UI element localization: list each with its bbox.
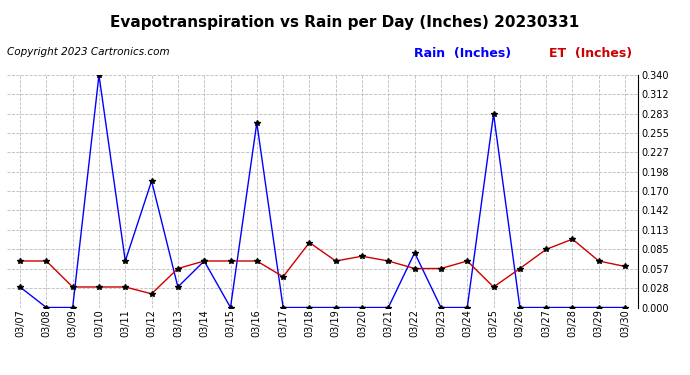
Text: ET  (Inches): ET (Inches)	[549, 47, 631, 60]
Text: Rain  (Inches): Rain (Inches)	[414, 47, 511, 60]
Text: Copyright 2023 Cartronics.com: Copyright 2023 Cartronics.com	[7, 47, 170, 57]
Text: Evapotranspiration vs Rain per Day (Inches) 20230331: Evapotranspiration vs Rain per Day (Inch…	[110, 15, 580, 30]
